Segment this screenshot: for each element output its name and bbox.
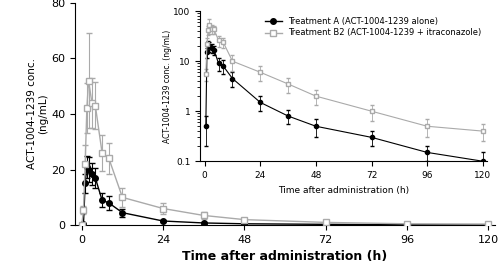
Y-axis label: ACT-1004-1239 conc.
(ng/mL): ACT-1004-1239 conc. (ng/mL) <box>27 58 48 170</box>
Y-axis label: ACT-1004-1239 conc. (ng/mL): ACT-1004-1239 conc. (ng/mL) <box>162 29 172 143</box>
X-axis label: Time after administration (h): Time after administration (h) <box>278 185 409 195</box>
Legend: Treatment A (ACT-1004-1239 alone), Treatment B2 (ACT-1004-1239 + itraconazole): Treatment A (ACT-1004-1239 alone), Treat… <box>264 15 484 39</box>
X-axis label: Time after administration (h): Time after administration (h) <box>182 250 388 264</box>
